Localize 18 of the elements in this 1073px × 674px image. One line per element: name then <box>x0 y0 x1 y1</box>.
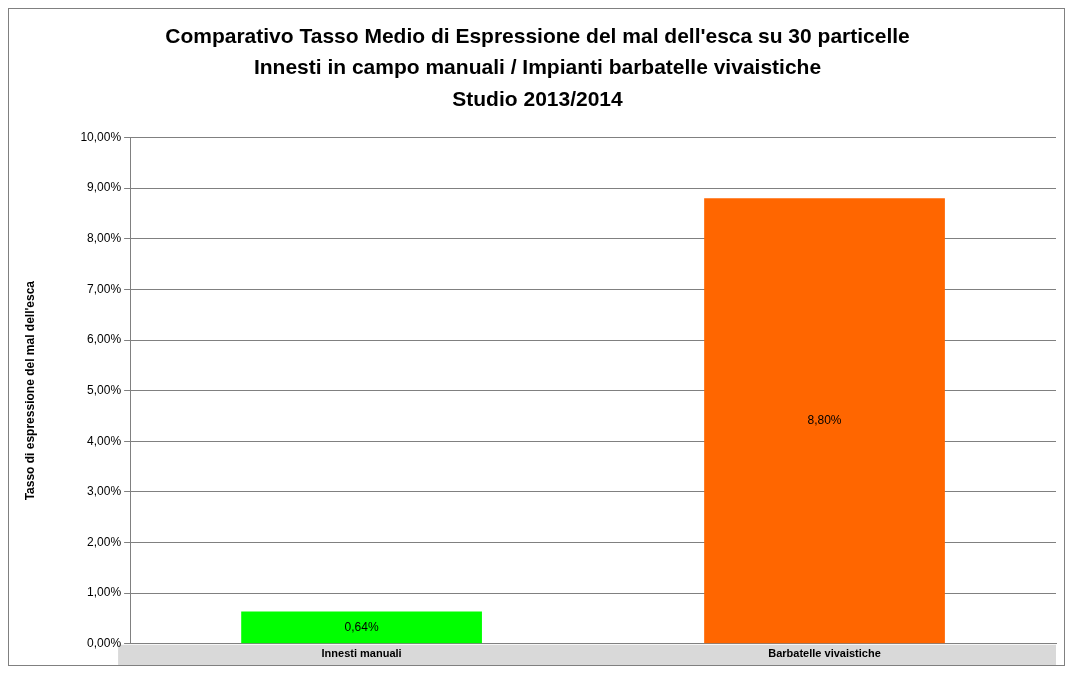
x-tick-label: Barbatelle vivaistiche <box>768 647 881 660</box>
y-tick-label: 8,00% <box>87 231 122 246</box>
y-axis-title: Tasso di espressione del mal dell'esca <box>22 280 37 501</box>
y-tick-label: 10,00% <box>80 129 122 144</box>
y-tick-label: 5,00% <box>87 382 122 397</box>
x-tick-label: Innesti manuali <box>321 647 402 660</box>
data-label: 8,80% <box>807 413 842 428</box>
y-tick-label: 4,00% <box>87 433 122 448</box>
chart-subtitle: Innesti in campo manuali / Impianti barbatelle vivaistiche Studio 2013/2014 <box>253 55 822 110</box>
y-tick-label: 0,00% <box>87 636 122 651</box>
data-label: 0,64% <box>344 619 379 634</box>
y-tick-label: 3,00% <box>87 484 122 499</box>
y-tick-label: 7,00% <box>87 281 122 296</box>
y-tick-label: 9,00% <box>87 180 122 195</box>
chart-title: Comparativo Tasso Medio di Espressione del mal dell'esca su 30 particelle <box>165 23 910 47</box>
y-tick-label: 6,00% <box>87 332 122 347</box>
y-tick-label: 1,00% <box>87 585 122 600</box>
y-tick-label: 2,00% <box>87 534 122 549</box>
